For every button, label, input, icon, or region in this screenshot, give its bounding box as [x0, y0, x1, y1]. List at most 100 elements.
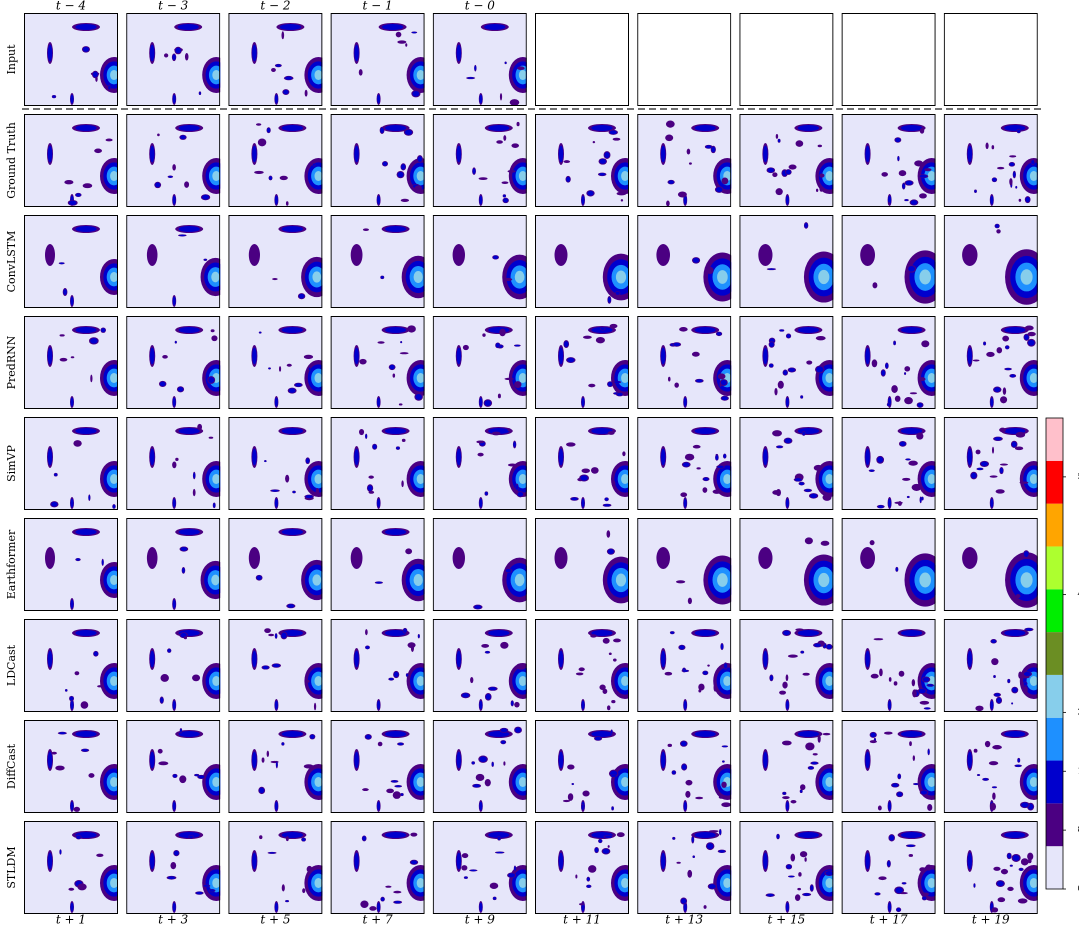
echo [611, 775, 616, 777]
panel [944, 13, 1038, 106]
echo [212, 70, 220, 80]
echo [168, 876, 175, 879]
echo [888, 498, 891, 507]
echo [865, 449, 870, 466]
echo [249, 244, 260, 266]
echo [181, 547, 188, 551]
panel-bg [228, 316, 322, 409]
panel [24, 619, 128, 712]
panel [126, 114, 230, 207]
panel [842, 13, 936, 106]
echo [803, 673, 810, 676]
echo [102, 560, 104, 565]
echo [992, 745, 1002, 749]
echo [928, 171, 936, 181]
echo [302, 888, 305, 893]
echo [587, 191, 593, 196]
echo [709, 830, 719, 832]
echo [1028, 340, 1035, 346]
echo [825, 373, 833, 383]
echo [269, 852, 276, 854]
echo [70, 94, 73, 103]
echo [721, 644, 723, 649]
echo [1021, 803, 1028, 808]
echo [68, 888, 74, 891]
echo [75, 671, 80, 675]
echo [571, 497, 577, 500]
panel-bg [944, 13, 1038, 106]
echo [921, 790, 928, 794]
panel [228, 215, 332, 308]
echo [1011, 703, 1013, 705]
panel [535, 417, 639, 510]
echo [816, 367, 823, 373]
echo [591, 125, 612, 131]
echo [568, 793, 573, 801]
echo [685, 454, 694, 461]
echo [52, 95, 55, 97]
echo [772, 172, 777, 177]
echo [928, 777, 936, 787]
echo [83, 183, 93, 188]
echo [1004, 731, 1025, 737]
echo [408, 642, 416, 648]
echo [1007, 854, 1011, 859]
echo [282, 743, 284, 746]
echo [795, 628, 803, 631]
echo [196, 892, 203, 895]
echo [377, 700, 380, 709]
echo [689, 162, 692, 164]
echo [891, 385, 898, 393]
echo [887, 403, 890, 406]
echo [998, 897, 1006, 902]
echo [897, 908, 901, 912]
echo [417, 70, 425, 80]
panel [331, 215, 435, 308]
echo [94, 652, 98, 656]
panel-bg [24, 114, 118, 207]
echo [1024, 672, 1031, 676]
echo [389, 678, 393, 680]
echo [997, 881, 1004, 886]
echo [295, 383, 302, 386]
echo [992, 792, 995, 799]
echo [566, 442, 576, 446]
echo [696, 467, 700, 469]
panel-bg [637, 13, 731, 106]
echo [763, 348, 768, 365]
echo [180, 135, 186, 139]
echo [1004, 630, 1025, 636]
echo [609, 652, 612, 655]
echo [281, 31, 284, 39]
echo [995, 224, 999, 227]
echo [974, 884, 976, 887]
echo [417, 878, 425, 888]
echo [514, 381, 521, 388]
echo [268, 368, 270, 370]
echo [787, 334, 791, 338]
echo [511, 701, 513, 706]
echo [184, 181, 189, 188]
echo [1030, 878, 1038, 888]
echo [470, 870, 476, 872]
echo [821, 541, 830, 546]
echo [74, 807, 80, 812]
panel [535, 720, 639, 813]
echo [818, 735, 821, 743]
echo [385, 327, 406, 333]
echo [923, 897, 927, 900]
row-label: Input [5, 44, 18, 75]
echo [922, 893, 929, 896]
echo [1005, 346, 1008, 349]
echo [410, 833, 417, 837]
panel [739, 215, 843, 308]
echo [399, 403, 403, 405]
echo [150, 146, 155, 163]
echo [559, 146, 564, 163]
echo [621, 777, 629, 787]
panel [24, 720, 128, 813]
echo [564, 160, 570, 163]
echo [912, 689, 917, 697]
echo [668, 744, 672, 747]
echo [661, 449, 666, 466]
